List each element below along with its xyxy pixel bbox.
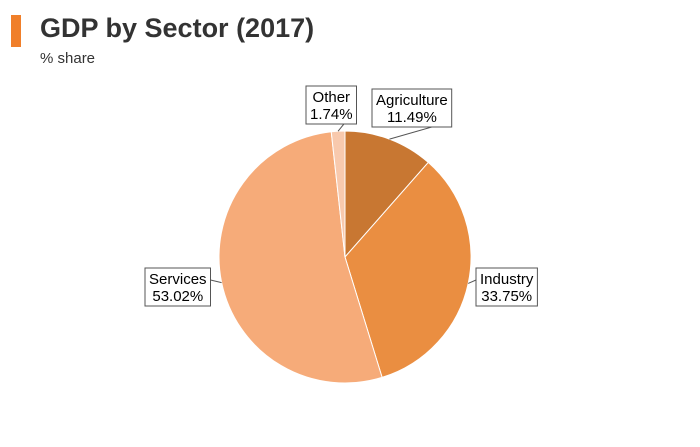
pie-label-value: 1.74% — [310, 106, 353, 123]
pie-label-value: 11.49% — [387, 109, 437, 126]
pie-slice-industry — [344, 161, 472, 379]
title-accent-bar — [11, 15, 21, 47]
pie-label-box — [371, 88, 453, 128]
pie-slices — [218, 130, 472, 384]
pie-label-value: 53.02% — [152, 288, 203, 305]
chart-subtitle: % share — [40, 50, 96, 67]
pie-label-name: Other — [313, 89, 351, 106]
pie-label-leader — [389, 126, 432, 140]
pie-label-leader — [337, 123, 345, 132]
pie-label-box — [144, 267, 211, 307]
pie-label-box — [475, 267, 538, 307]
pie-label-leader — [210, 279, 222, 284]
pie-slice-services — [218, 131, 383, 384]
pie-label-box — [305, 85, 357, 125]
pie-label-name: Industry — [480, 271, 534, 288]
pie-label-value: 33.75% — [481, 288, 532, 305]
pie-label-leader — [468, 279, 477, 284]
pie-slice-agriculture — [344, 130, 429, 259]
chart-title: GDP by Sector (2017) — [40, 13, 315, 43]
pie-label-name: Agriculture — [376, 92, 448, 109]
pie-label-name: Services — [149, 271, 207, 288]
